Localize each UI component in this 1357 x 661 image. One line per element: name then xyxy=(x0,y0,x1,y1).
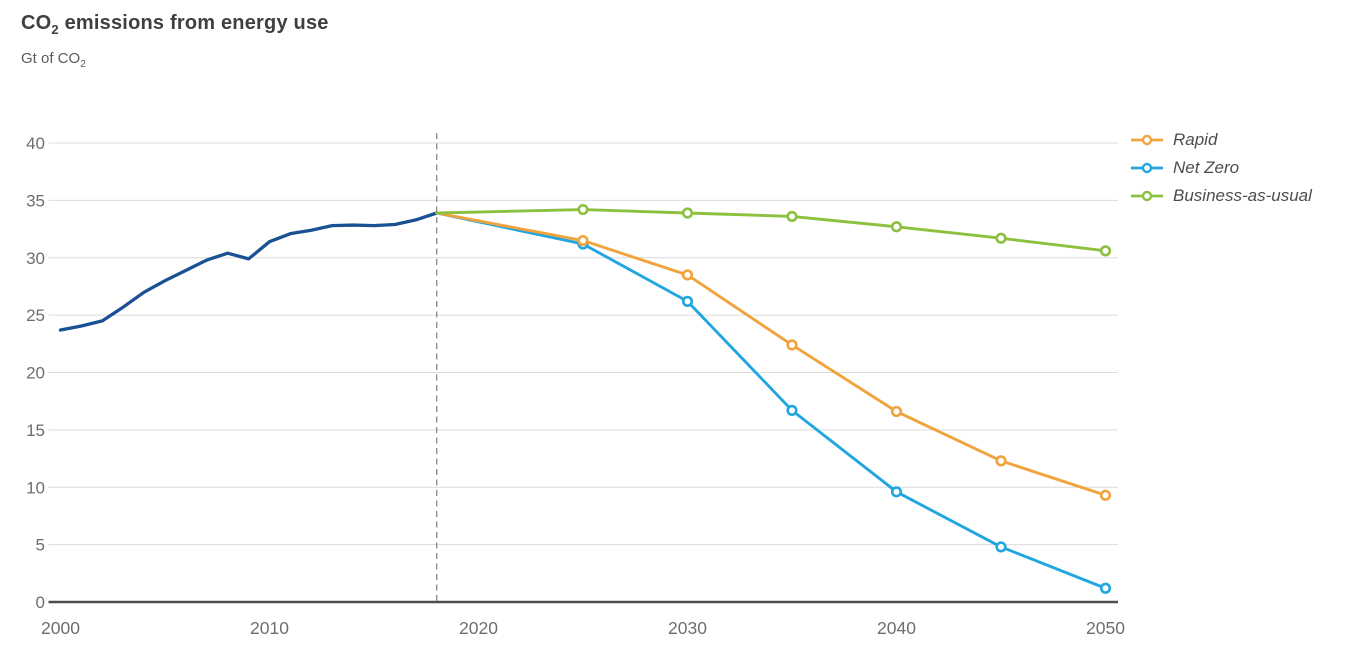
legend-swatch-net-zero-icon xyxy=(1131,162,1163,174)
y-tick-label: 5 xyxy=(36,536,45,555)
data-point-marker-business-as-usual xyxy=(681,207,694,219)
data-point-marker-business-as-usual xyxy=(995,232,1007,244)
y-tick-label: 15 xyxy=(26,421,45,440)
legend-label-business-as-usual: Business-as-usual xyxy=(1173,186,1312,205)
data-point-marker-business-as-usual xyxy=(786,210,798,223)
series-line-business-as-usual xyxy=(435,208,1107,253)
x-axis-tick-labels: 2000 2010 2020 2030 2040 2050 xyxy=(41,618,1125,638)
data-point-marker-business-as-usual xyxy=(577,203,589,216)
x-tick-label: 2010 xyxy=(250,618,289,638)
series-line-rapid xyxy=(435,211,1107,497)
series-net-zero xyxy=(435,211,1112,594)
y-tick-label: 20 xyxy=(26,364,45,383)
x-tick-label: 2030 xyxy=(668,618,707,638)
data-point-marker-net-zero xyxy=(681,295,694,307)
data-point-marker-rapid xyxy=(786,339,798,351)
data-point-marker-business-as-usual xyxy=(890,221,903,233)
y-axis-unit-label: Gt of CO2 xyxy=(21,50,86,70)
series-rapid xyxy=(435,211,1112,501)
legend-swatch-business-as-usual-icon xyxy=(1131,190,1163,202)
chart-header: CO2 emissions from energy use Gt of CO2 xyxy=(21,12,329,70)
series-history xyxy=(58,211,439,332)
y-gridlines xyxy=(48,142,1118,604)
series-line-net-zero xyxy=(435,211,1107,590)
data-point-marker-rapid xyxy=(995,455,1007,467)
data-point-marker-net-zero xyxy=(890,486,903,498)
x-tick-label: 2000 xyxy=(41,618,80,638)
y-tick-label: 40 xyxy=(26,134,45,153)
y-axis-tick-labels: 0 5 10 15 20 25 30 35 40 xyxy=(26,134,45,612)
chart-legend: Rapid Net Zero Business-as-usual xyxy=(1130,126,1312,210)
y-tick-label: 35 xyxy=(26,191,45,210)
data-point-marker-rapid xyxy=(890,405,903,418)
series-business-as-usual xyxy=(435,203,1112,257)
legend-swatch-rapid-icon xyxy=(1131,134,1163,146)
x-tick-label: 2050 xyxy=(1086,618,1125,638)
data-point-marker-rapid xyxy=(681,269,694,281)
data-point-marker-business-as-usual xyxy=(1099,245,1112,257)
y-tick-label: 30 xyxy=(26,249,45,268)
chart-title: CO2 emissions from energy use xyxy=(21,12,329,37)
data-point-marker-net-zero xyxy=(995,541,1007,553)
data-point-marker-rapid xyxy=(577,234,589,247)
y-tick-label: 0 xyxy=(36,593,45,612)
data-point-marker-net-zero xyxy=(786,404,798,416)
legend-label-net-zero: Net Zero xyxy=(1173,158,1240,177)
legend-item-business-as-usual[interactable]: Business-as-usual xyxy=(1130,182,1312,210)
legend-item-rapid[interactable]: Rapid xyxy=(1130,126,1312,154)
data-point-marker-net-zero xyxy=(1099,582,1112,594)
legend-label-rapid: Rapid xyxy=(1173,130,1218,149)
x-tick-label: 2020 xyxy=(459,618,498,638)
x-tick-label: 2040 xyxy=(877,618,916,638)
y-tick-label: 25 xyxy=(26,306,45,325)
y-tick-label: 10 xyxy=(26,478,45,497)
series-line-history xyxy=(58,211,439,332)
data-point-marker-rapid xyxy=(1099,489,1112,501)
legend-item-net-zero[interactable]: Net Zero xyxy=(1130,154,1312,182)
